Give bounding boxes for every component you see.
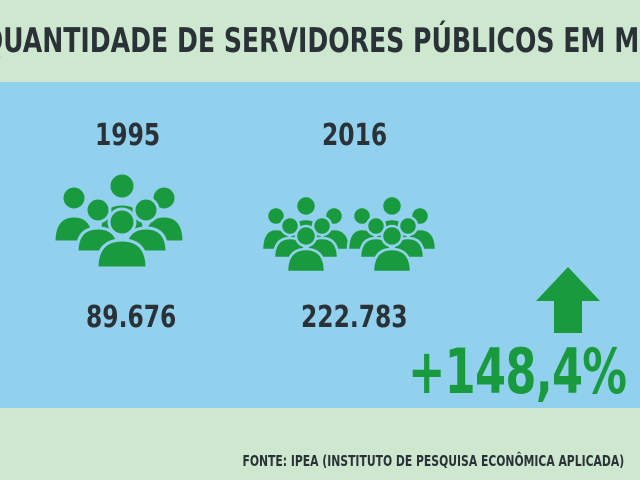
page-title: QUANTIDADE DE SERVIDORES PÚBLICOS EM MS bbox=[0, 21, 640, 61]
value-1995: 89.676 bbox=[86, 300, 177, 335]
people-groups-icon bbox=[262, 194, 438, 274]
value-2016: 222.783 bbox=[301, 300, 408, 335]
arrow-up-icon bbox=[536, 267, 600, 333]
year-1995-label: 1995 bbox=[95, 118, 161, 153]
year-2016-label: 2016 bbox=[322, 118, 388, 153]
source-footnote: FONTE: IPEA (INSTITUTO DE PESQUISA ECONÔ… bbox=[242, 452, 624, 470]
people-group-icon bbox=[52, 171, 186, 270]
header-bar: QUANTIDADE DE SERVIDORES PÚBLICOS EM MS bbox=[0, 0, 640, 82]
percent-change: +148,4% bbox=[408, 335, 627, 408]
